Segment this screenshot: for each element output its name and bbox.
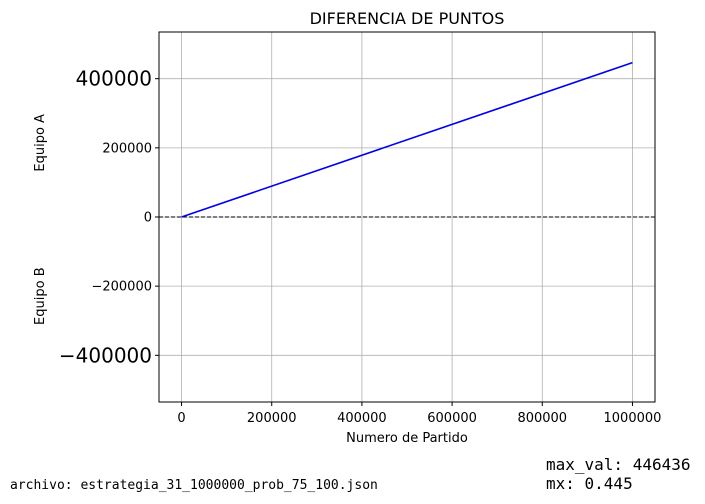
chart-title: DIFERENCIA DE PUNTOS: [310, 9, 505, 28]
mx-label: mx: 0.445: [546, 474, 633, 493]
y-tick-label: 400000: [76, 67, 152, 91]
y-tick-label: −400000: [59, 343, 152, 367]
file-name-label: archivo: estrategia_31_1000000_prob_75_1…: [10, 478, 378, 493]
y-axis-label-equipo-b: Equipo B: [33, 267, 48, 325]
max-val-label: max_val: 446436: [546, 455, 691, 474]
x-axis-label: Numero de Partido: [346, 431, 468, 446]
x-tick-label: 400000: [337, 411, 387, 426]
x-tick-label: 800000: [517, 411, 567, 426]
x-tick-label: 200000: [247, 411, 297, 426]
series-line: [181, 61, 633, 218]
y-tick-label: 200000: [102, 141, 152, 156]
y-tick-label: −200000: [91, 280, 152, 295]
y-axis-label-equipo-a: Equipo A: [33, 114, 48, 172]
stats-block: max_val: 446436 mx: 0.445: [546, 455, 691, 493]
series-layer: [181, 61, 633, 218]
y-tick-label: 0: [144, 211, 152, 226]
x-tick-label: 600000: [427, 411, 477, 426]
axis-ticks: 0 200000 400000 600000 800000 1000000 −400000 −…: [59, 67, 662, 426]
x-tick-label: 0: [177, 411, 185, 426]
x-tick-label: 1000000: [604, 411, 662, 426]
